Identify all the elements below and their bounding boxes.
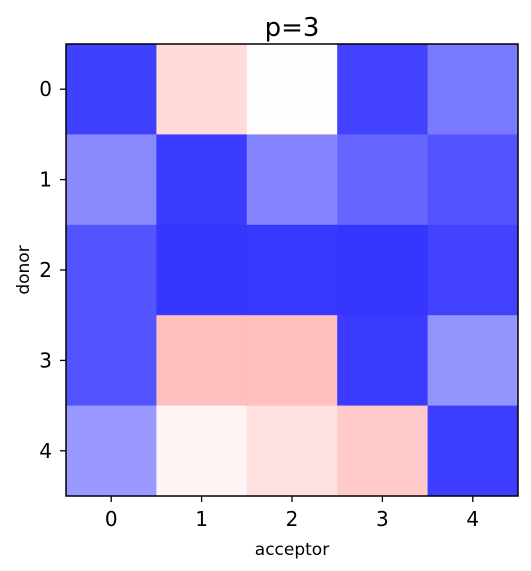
heatmap-cell-r4-c0 (66, 405, 157, 497)
heatmap-cell-r4-c2 (246, 405, 338, 497)
x-tick-label: 3 (376, 507, 389, 531)
heatmap-cell-r1-c2 (246, 134, 338, 226)
heatmap-cell-r3-c4 (427, 315, 519, 407)
heatmap-cell-r0-c2 (246, 44, 338, 135)
heatmap-cell-r4-c1 (156, 405, 248, 497)
x-axis-label: acceptor (255, 540, 329, 560)
heatmap-cell-r2-c4 (427, 224, 519, 316)
heatmap-cell-r4-c3 (337, 405, 429, 497)
heatmap-cell-r1-c0 (66, 134, 157, 226)
x-tick-label: 4 (466, 507, 479, 531)
heatmap-cell-r1-c4 (427, 134, 519, 226)
heatmap-cell-r0-c0 (66, 44, 157, 135)
heatmap-cell-r2-c3 (337, 224, 429, 316)
heatmap-cell-r0-c1 (156, 44, 248, 135)
heatmap-cells (66, 44, 519, 497)
y-tick-label: 1 (39, 168, 52, 192)
heatmap-cell-r3-c3 (337, 315, 429, 407)
heatmap-cell-r2-c0 (66, 224, 157, 316)
y-tick-label: 4 (39, 439, 52, 463)
heatmap-cell-r3-c0 (66, 315, 157, 407)
x-axis-ticks: 0 1 2 3 4 (105, 496, 479, 531)
heatmap-cell-r3-c2 (246, 315, 338, 407)
heatmap-cell-r3-c1 (156, 315, 248, 407)
y-axis-ticks: 0 1 2 3 4 (39, 77, 66, 463)
heatmap-cell-r2-c1 (156, 224, 248, 316)
heatmap-cell-r1-c1 (156, 134, 248, 226)
y-tick-label: 3 (39, 348, 52, 372)
x-tick-label: 1 (195, 507, 208, 531)
heatmap-cell-r0-c3 (337, 44, 429, 135)
y-axis-label: donor (14, 245, 34, 294)
x-tick-label: 2 (286, 507, 299, 531)
heatmap-cell-r2-c2 (246, 224, 338, 316)
heatmap-cell-r1-c3 (337, 134, 429, 226)
heatmap-cell-r4-c4 (427, 405, 519, 497)
x-tick-label: 0 (105, 507, 118, 531)
y-tick-label: 2 (39, 258, 52, 282)
y-tick-label: 0 (39, 77, 52, 101)
heatmap-cell-r0-c4 (427, 44, 519, 135)
chart-title: p=3 (265, 13, 320, 43)
